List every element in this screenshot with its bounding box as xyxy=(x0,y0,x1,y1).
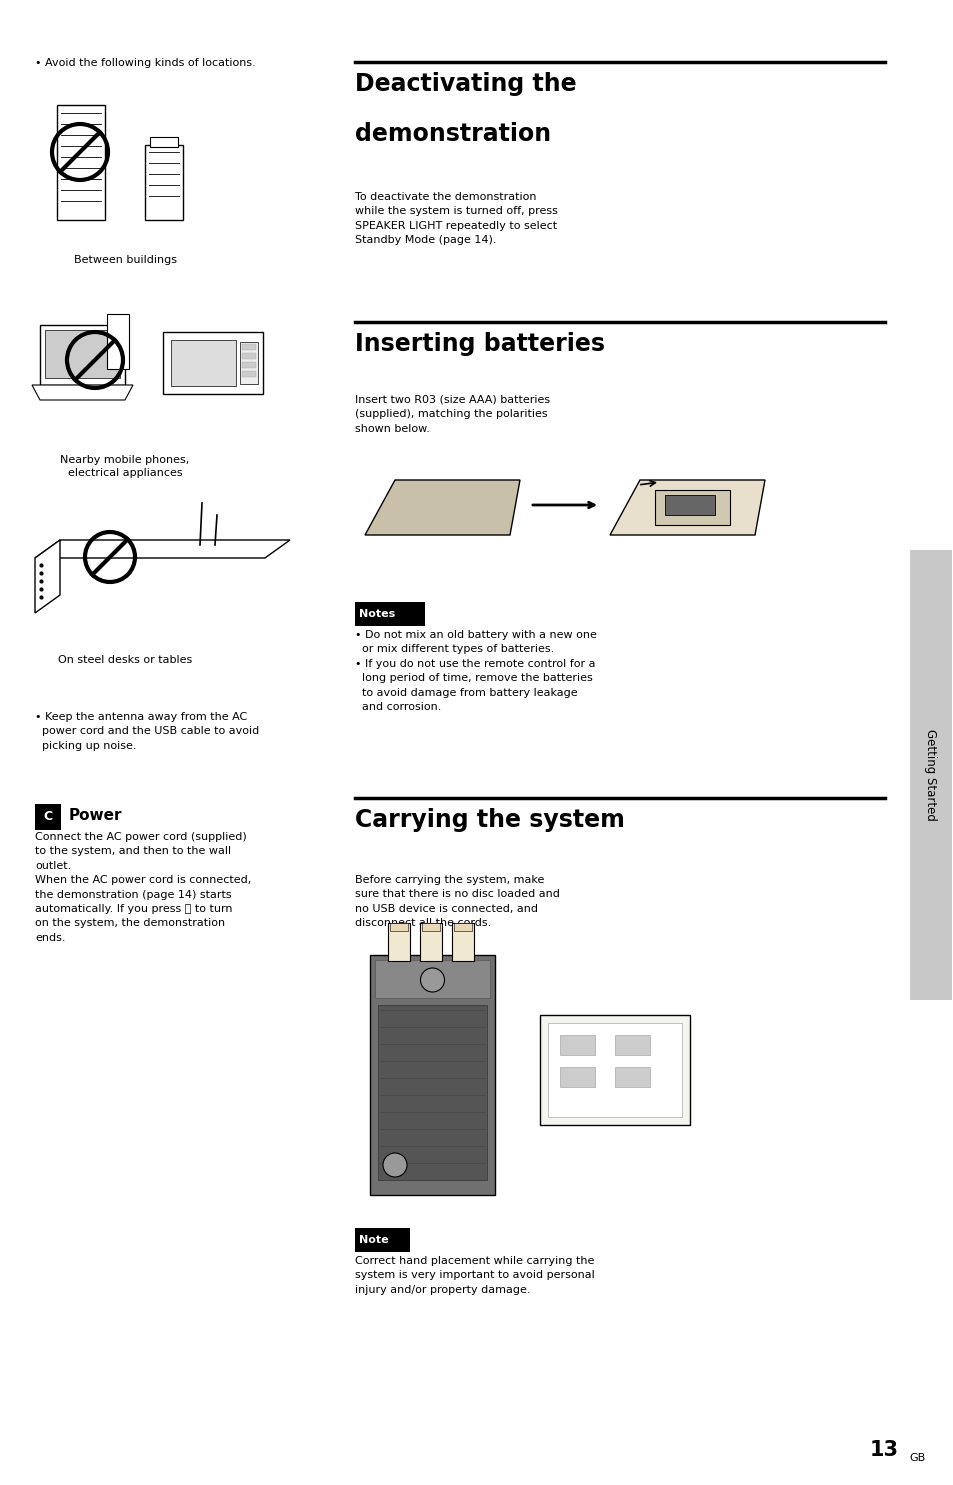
Polygon shape xyxy=(609,480,764,535)
Bar xyxy=(57,105,105,220)
Text: Deactivating the: Deactivating the xyxy=(355,71,576,97)
Bar xyxy=(547,1023,681,1117)
Text: On steel desks or tables: On steel desks or tables xyxy=(58,655,192,665)
Bar xyxy=(35,803,61,830)
Bar xyxy=(40,325,125,385)
Text: Note: Note xyxy=(358,1236,388,1244)
Bar xyxy=(375,959,490,998)
Text: Power: Power xyxy=(69,808,122,823)
Text: Notes: Notes xyxy=(358,609,395,619)
Bar xyxy=(454,924,472,931)
Text: 13: 13 xyxy=(869,1440,898,1460)
Text: Correct hand placement while carrying the
system is very important to avoid pers: Correct hand placement while carrying th… xyxy=(355,1256,594,1295)
Bar xyxy=(390,924,408,931)
Bar xyxy=(0,0,953,42)
Bar xyxy=(370,955,495,1195)
Text: Nearby mobile phones,
electrical appliances: Nearby mobile phones, electrical applian… xyxy=(60,454,190,478)
Text: To deactivate the demonstration
while the system is turned off, press
SPEAKER LI: To deactivate the demonstration while th… xyxy=(355,192,558,245)
Text: Inserting batteries: Inserting batteries xyxy=(355,333,604,356)
Bar xyxy=(0,0,953,45)
Bar xyxy=(909,549,951,999)
Circle shape xyxy=(420,968,444,992)
Bar xyxy=(242,345,255,350)
Bar xyxy=(45,330,120,379)
Text: C: C xyxy=(44,811,52,824)
Bar xyxy=(107,313,129,368)
Text: Connect the AC power cord (supplied)
to the system, and then to the wall
outlet.: Connect the AC power cord (supplied) to … xyxy=(35,832,251,943)
Bar xyxy=(388,924,410,961)
Bar xyxy=(163,333,263,394)
Circle shape xyxy=(382,1152,407,1178)
Text: Getting Started: Getting Started xyxy=(923,729,937,821)
Text: GB: GB xyxy=(909,1452,925,1463)
Bar xyxy=(452,924,474,961)
Polygon shape xyxy=(35,541,290,558)
Text: Before carrying the system, make
sure that there is no disc loaded and
no USB de: Before carrying the system, make sure th… xyxy=(355,875,559,928)
Bar xyxy=(242,362,255,368)
Text: • Avoid the following kinds of locations.: • Avoid the following kinds of locations… xyxy=(35,58,255,68)
Bar xyxy=(539,1016,689,1126)
Text: demonstration: demonstration xyxy=(355,122,551,146)
Bar xyxy=(240,342,257,385)
Text: Between buildings: Between buildings xyxy=(73,255,176,264)
Bar xyxy=(242,371,255,377)
Bar xyxy=(655,490,729,526)
Text: • Keep the antenna away from the AC
  power cord and the USB cable to avoid
  pi: • Keep the antenna away from the AC powe… xyxy=(35,711,259,751)
Bar xyxy=(664,495,714,515)
Bar xyxy=(145,146,183,220)
Bar xyxy=(150,137,178,147)
Bar xyxy=(421,924,439,931)
Polygon shape xyxy=(35,541,60,613)
Text: Carrying the system: Carrying the system xyxy=(355,808,624,832)
Bar xyxy=(242,353,255,359)
Bar xyxy=(377,1005,486,1181)
Bar xyxy=(615,1035,649,1054)
Bar xyxy=(419,924,441,961)
Text: Insert two R03 (size AAA) batteries
(supplied), matching the polarities
shown be: Insert two R03 (size AAA) batteries (sup… xyxy=(355,395,550,434)
Bar xyxy=(615,1068,649,1087)
Bar xyxy=(559,1068,595,1087)
Bar xyxy=(559,1035,595,1054)
Bar xyxy=(355,1228,410,1252)
Bar xyxy=(355,601,424,627)
Polygon shape xyxy=(32,385,132,399)
Polygon shape xyxy=(365,480,519,535)
Text: • Do not mix an old battery with a new one
  or mix different types of batteries: • Do not mix an old battery with a new o… xyxy=(355,630,597,711)
Bar xyxy=(171,340,235,386)
